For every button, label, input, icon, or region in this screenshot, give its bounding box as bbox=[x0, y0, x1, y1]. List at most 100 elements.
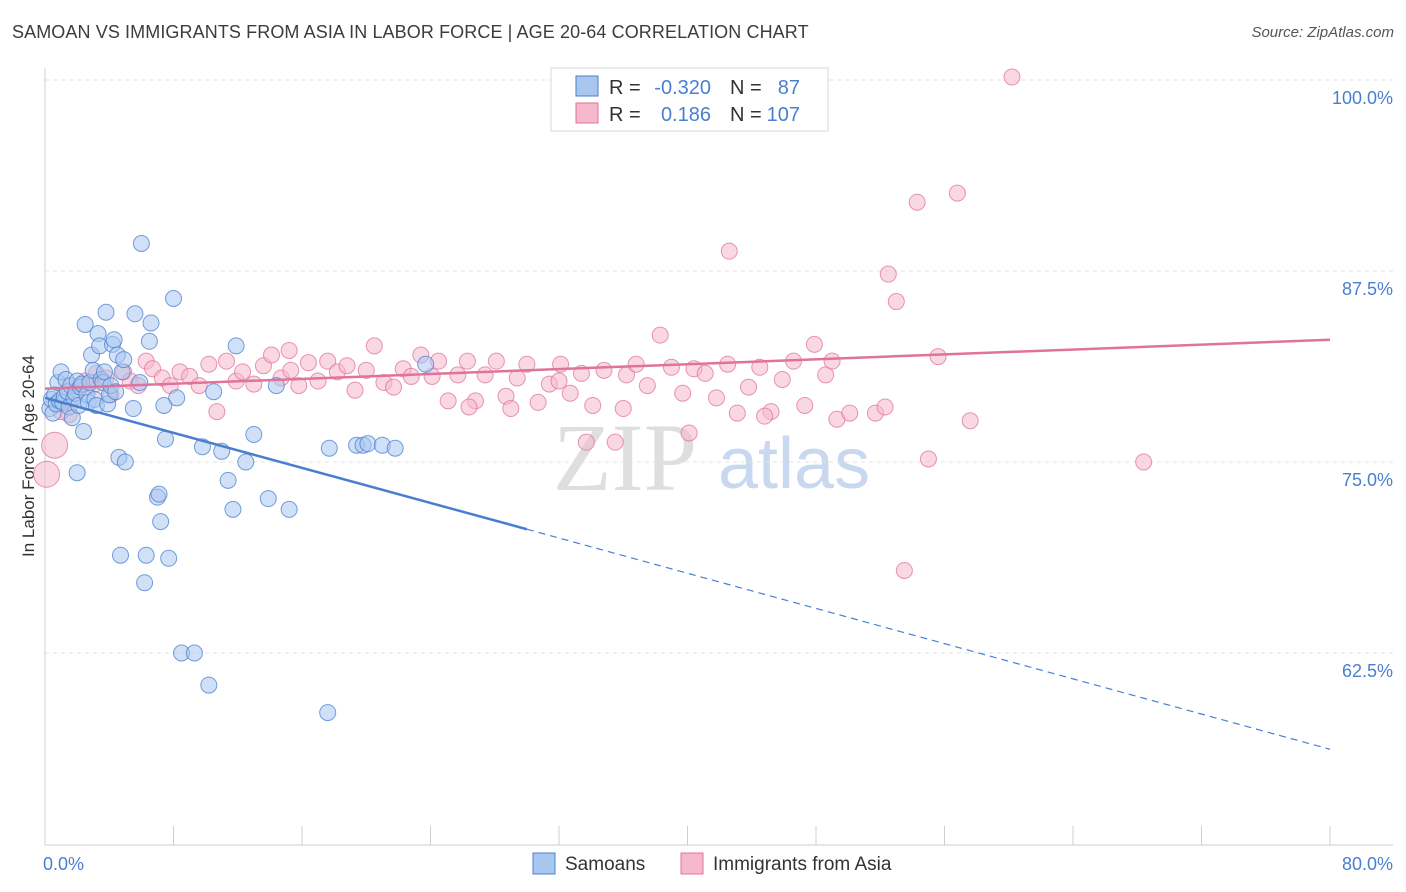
bottom-legend-swatch-samoans bbox=[532, 852, 556, 875]
asia-point bbox=[218, 352, 236, 370]
samoans-point bbox=[155, 396, 173, 414]
asia-point bbox=[948, 184, 966, 202]
asia-point bbox=[529, 393, 547, 411]
samoans-point bbox=[165, 290, 182, 308]
asia-point bbox=[508, 369, 526, 387]
legend-r-value-samoans: -0.320 bbox=[654, 77, 711, 99]
asia-point bbox=[338, 357, 356, 375]
samoans-point bbox=[359, 435, 377, 453]
samoans-point bbox=[105, 331, 123, 349]
series-samoans-points bbox=[41, 234, 435, 722]
asia-point bbox=[595, 361, 613, 379]
asia-point bbox=[817, 366, 835, 384]
asia-point bbox=[584, 396, 602, 414]
asia-point bbox=[357, 361, 375, 379]
asia-point bbox=[299, 354, 317, 372]
asia-point bbox=[614, 400, 632, 418]
watermark-zip: ZIP bbox=[553, 404, 697, 511]
samoans-point bbox=[137, 546, 155, 564]
correlation-legend: R = -0.320 N = 87 R = 0.186 N = 107 bbox=[550, 67, 829, 132]
samoans-point bbox=[116, 453, 134, 471]
samoans-point bbox=[227, 337, 245, 355]
y-tick-label: 87.5% bbox=[1342, 279, 1393, 299]
legend-swatch-asia bbox=[575, 102, 599, 124]
asia-point bbox=[208, 403, 226, 421]
asia-point bbox=[796, 396, 814, 414]
x-axis-ticks bbox=[44, 826, 1331, 845]
legend-n-value-samoans: 87 bbox=[778, 77, 800, 99]
asia-point bbox=[908, 193, 926, 211]
asia-point bbox=[895, 561, 913, 579]
samoans-point bbox=[168, 389, 186, 407]
asia-point bbox=[680, 424, 698, 442]
asia-point bbox=[458, 352, 476, 370]
asia-point bbox=[245, 375, 263, 393]
legend-n-value-asia: 107 bbox=[767, 104, 800, 126]
trend-line-samoans bbox=[44, 396, 528, 531]
samoans-point bbox=[111, 546, 129, 564]
y-tick-labels: 62.5% 75.0% 87.5% 100.0% bbox=[1332, 88, 1393, 681]
samoans-point bbox=[185, 644, 203, 662]
asia-point bbox=[841, 404, 859, 422]
asia-point bbox=[365, 337, 383, 355]
samoans-point bbox=[259, 490, 277, 508]
samoans-point bbox=[75, 422, 93, 440]
samoans-point bbox=[245, 425, 263, 443]
asia-point bbox=[606, 433, 624, 451]
asia-point bbox=[707, 389, 725, 407]
samoans-point bbox=[417, 355, 435, 373]
x-tick-label-max: 80.0% bbox=[1342, 854, 1393, 874]
trend-lines bbox=[44, 338, 1331, 750]
asia-point bbox=[282, 361, 300, 379]
asia-point bbox=[41, 431, 69, 459]
watermark-atlas: atlas bbox=[718, 424, 870, 504]
asia-point bbox=[502, 400, 520, 418]
asia-point bbox=[876, 398, 894, 416]
gridlines bbox=[45, 79, 1393, 654]
asia-point bbox=[290, 377, 308, 395]
samoans-point bbox=[124, 400, 142, 418]
samoans-point bbox=[386, 439, 404, 457]
samoans-point bbox=[224, 500, 242, 518]
samoans-point bbox=[107, 383, 125, 401]
legend-r-label-samoans: R = bbox=[609, 77, 641, 99]
samoans-point bbox=[150, 485, 168, 503]
bottom-legend-label-samoans: Samoans bbox=[565, 854, 645, 875]
asia-point bbox=[805, 335, 823, 353]
asia-point bbox=[674, 384, 692, 402]
asia-point bbox=[627, 355, 645, 373]
samoans-point bbox=[132, 234, 150, 252]
asia-point bbox=[638, 377, 656, 395]
asia-point bbox=[200, 355, 218, 373]
asia-point bbox=[751, 358, 769, 376]
asia-point bbox=[518, 355, 536, 373]
asia-point bbox=[728, 404, 746, 422]
samoans-point bbox=[126, 305, 144, 323]
samoans-point bbox=[136, 574, 154, 592]
asia-point bbox=[756, 407, 774, 425]
asia-point bbox=[1135, 453, 1153, 471]
samoans-point bbox=[68, 464, 86, 482]
asia-point bbox=[385, 378, 403, 396]
samoans-point bbox=[95, 363, 113, 381]
x-tick-label-min: 0.0% bbox=[43, 854, 84, 874]
samoans-point bbox=[319, 704, 337, 722]
samoans-point bbox=[97, 303, 115, 321]
samoans-point bbox=[160, 549, 178, 567]
asia-point bbox=[719, 355, 737, 373]
asia-point bbox=[460, 398, 478, 416]
samoans-point bbox=[237, 453, 255, 471]
asia-point bbox=[651, 326, 669, 344]
samoans-point bbox=[131, 374, 149, 392]
series-legend: Samoans Immigrants from Asia bbox=[532, 852, 892, 875]
y-tick-label: 100.0% bbox=[1332, 88, 1393, 108]
asia-point bbox=[449, 366, 467, 384]
asia-point bbox=[887, 293, 905, 311]
bottom-legend-label-asia: Immigrants from Asia bbox=[713, 854, 892, 875]
samoans-point bbox=[76, 315, 94, 333]
samoans-point bbox=[140, 332, 158, 350]
chart-title: SAMOAN VS IMMIGRANTS FROM ASIA IN LABOR … bbox=[12, 22, 809, 42]
legend-r-label-asia: R = bbox=[609, 104, 641, 126]
asia-point bbox=[346, 381, 364, 399]
